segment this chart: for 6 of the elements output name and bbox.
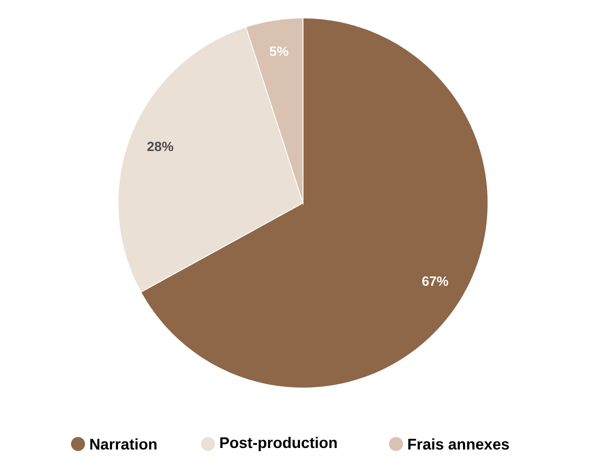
data-label: 67% [422,276,448,286]
legend-label: Frais annexes [408,438,509,450]
data-label: 5% [270,46,288,56]
legend-label: Narration [90,438,156,450]
data-label: 28% [147,142,174,152]
legend-label: Post-production [220,436,337,452]
